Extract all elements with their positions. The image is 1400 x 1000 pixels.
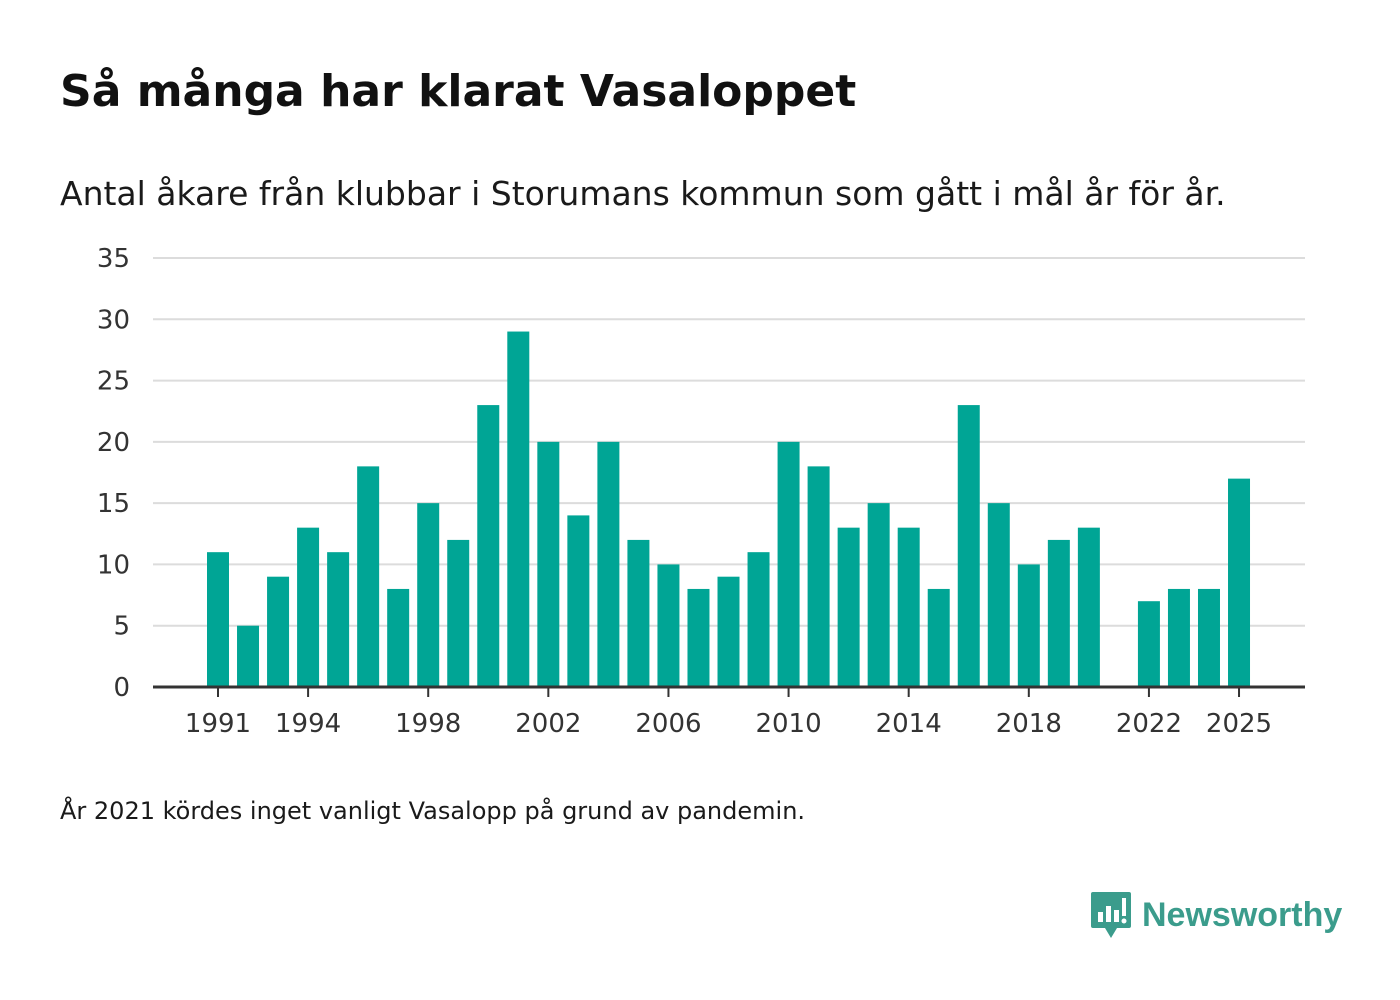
x-tick-label: 1991 bbox=[185, 709, 251, 739]
bar-2018[interactable] bbox=[1017, 564, 1040, 687]
y-tick-label: 25 bbox=[97, 367, 130, 397]
bar-2020[interactable] bbox=[1077, 527, 1100, 687]
bar-1995[interactable] bbox=[327, 552, 350, 687]
bar-2016[interactable] bbox=[957, 405, 980, 687]
newsworthy-logo-icon bbox=[1091, 892, 1131, 938]
grid-lines bbox=[153, 257, 1305, 627]
footnote: År 2021 kördes inget vanligt Vasalopp på… bbox=[60, 797, 806, 825]
y-tick-label: 15 bbox=[97, 489, 130, 519]
bar-2019[interactable] bbox=[1047, 539, 1070, 687]
bar-2017[interactable] bbox=[987, 503, 1010, 687]
brand-name: Newsworthy bbox=[1142, 895, 1343, 934]
bar-2006[interactable] bbox=[657, 564, 680, 687]
bar-2015[interactable] bbox=[927, 588, 950, 687]
bars bbox=[207, 331, 1251, 687]
x-tick-label: 2010 bbox=[755, 709, 821, 739]
bar-1999[interactable] bbox=[447, 539, 470, 687]
bar-1991[interactable] bbox=[207, 552, 229, 687]
bar-2022[interactable] bbox=[1137, 601, 1160, 687]
bar-2010[interactable] bbox=[777, 441, 800, 687]
bar-2013[interactable] bbox=[867, 503, 890, 687]
bar-1996[interactable] bbox=[357, 466, 380, 687]
bar-1992[interactable] bbox=[237, 625, 260, 687]
x-tick-label: 2025 bbox=[1206, 709, 1272, 739]
x-tick-label: 1998 bbox=[395, 709, 461, 739]
bar-1993[interactable] bbox=[267, 576, 290, 687]
x-tick-labels: 1991 1994 1998 2002 2006 2010 2014 2018 2022 2025 bbox=[185, 709, 1272, 739]
bar-2009[interactable] bbox=[747, 552, 770, 687]
bar-2023[interactable] bbox=[1167, 588, 1190, 687]
bar-2025[interactable] bbox=[1228, 478, 1251, 687]
x-tick-label: 2018 bbox=[996, 709, 1062, 739]
y-tick-labels: 0 5 10 15 20 25 30 35 bbox=[97, 244, 130, 703]
y-tick-label: 0 bbox=[113, 673, 130, 703]
bar-2002[interactable] bbox=[537, 441, 560, 687]
bar-1998[interactable] bbox=[417, 503, 440, 687]
bar-2008[interactable] bbox=[717, 576, 740, 687]
y-tick-label: 20 bbox=[97, 428, 130, 458]
x-tick-label: 2022 bbox=[1116, 709, 1182, 739]
bar-1994[interactable] bbox=[297, 527, 320, 687]
bar-2007[interactable] bbox=[687, 588, 710, 687]
bar-2024[interactable] bbox=[1197, 588, 1220, 687]
bar-2004[interactable] bbox=[597, 441, 620, 687]
x-tick-label: 2002 bbox=[515, 709, 581, 739]
x-tick-label: 1994 bbox=[275, 709, 341, 739]
bar-2000[interactable] bbox=[477, 405, 500, 687]
y-tick-label: 30 bbox=[97, 305, 130, 335]
bar-1997[interactable] bbox=[387, 588, 410, 687]
brand-logo[interactable]: Newsworthy bbox=[1090, 890, 1342, 940]
chart-subtitle: Antal åkare från klubbar i Storumans kom… bbox=[60, 174, 1226, 213]
y-tick-label: 10 bbox=[97, 550, 130, 580]
bar-2012[interactable] bbox=[837, 527, 860, 687]
x-axis bbox=[153, 685, 1305, 697]
bar-2005[interactable] bbox=[627, 539, 650, 687]
x-tick-label: 2014 bbox=[876, 709, 942, 739]
y-tick-label: 35 bbox=[97, 244, 130, 274]
bar-2003[interactable] bbox=[567, 515, 590, 687]
x-tick-label: 2006 bbox=[635, 709, 701, 739]
bar-2011[interactable] bbox=[807, 466, 830, 687]
chart-title: Så många har klarat Vasaloppet bbox=[60, 66, 857, 117]
bar-2014[interactable] bbox=[897, 527, 920, 687]
y-tick-label: 5 bbox=[113, 612, 130, 642]
bar-2001[interactable] bbox=[507, 331, 530, 687]
